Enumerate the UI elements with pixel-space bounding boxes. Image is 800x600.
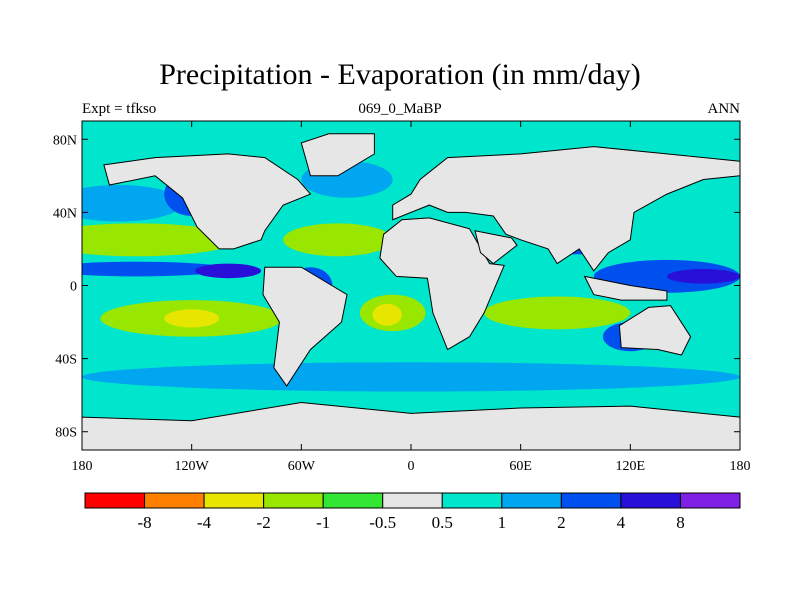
colorbar-label: -2 <box>257 513 271 532</box>
continent-greenland <box>300 133 375 177</box>
colorbar-swatch <box>382 492 443 509</box>
continent-antarctica <box>82 401 740 450</box>
pe-region-north-pacific-storm-track <box>82 184 183 222</box>
x-tick-label: 180 <box>730 459 751 474</box>
colorbar-label: 8 <box>676 513 685 532</box>
colorbar-label: -8 <box>137 513 151 532</box>
pe-region-southern-ocean-wet <box>82 362 740 392</box>
pe-region-south-pacific-very-dry <box>164 309 220 328</box>
x-tick-label: 120W <box>175 459 210 474</box>
colorbar-label: 4 <box>617 513 626 532</box>
x-tick-label: 120E <box>616 459 646 474</box>
x-tick-label: 180 <box>72 459 93 474</box>
colorbar-swatch <box>322 492 384 509</box>
map-title: Precipitation - Evaporation (in mm/day) <box>159 58 641 91</box>
x-tick-label: 0 <box>408 459 415 474</box>
x-tick-label: 60E <box>509 459 532 474</box>
colorbar-swatch <box>84 492 146 509</box>
colorbar-label: 1 <box>498 513 507 532</box>
colorbar-swatch <box>620 492 681 509</box>
y-tick-label: 0 <box>70 280 77 295</box>
x-tick-label: 60W <box>288 459 316 474</box>
colorbar-label: -1 <box>316 513 330 532</box>
period-label: 069_0_MaBP <box>358 101 442 117</box>
continent-north-america <box>103 153 312 250</box>
pe-region-itcz-pacific <box>82 261 229 277</box>
colorbar-swatch <box>560 492 622 509</box>
pe-region-western-pacific-very-wet <box>666 269 740 284</box>
pe-region-subtropical-north-pacific-dry <box>82 223 238 257</box>
pe-region-subtropical-north-atlantic-dry <box>283 223 393 257</box>
experiment-label: Expt = tfkso <box>82 101 157 117</box>
colorbar-label: -4 <box>197 513 212 532</box>
y-tick-label: 40N <box>53 206 77 221</box>
y-tick-label: 80N <box>53 133 77 148</box>
season-label: ANN <box>707 101 741 117</box>
colorbar-swatch <box>263 492 324 509</box>
pe-region-south-atlantic-very-dry <box>372 303 402 326</box>
colorbar-swatch <box>203 492 265 509</box>
colorbar-label: 2 <box>557 513 566 532</box>
continent-africa <box>379 217 505 351</box>
pe-region-itcz-east-pacific <box>195 263 262 279</box>
colorbar-label: -0.5 <box>369 513 396 532</box>
colorbar-swatch <box>144 492 205 509</box>
continent-arabia <box>474 230 518 265</box>
y-tick-label: 40S <box>55 353 77 368</box>
continent-south-america <box>262 266 348 387</box>
y-tick-label: 80S <box>55 426 77 441</box>
pe-region-indian-ocean-dry <box>484 296 631 330</box>
colorbar-swatch <box>679 492 741 509</box>
continent-indonesia <box>583 275 668 301</box>
continent-australia <box>618 305 692 356</box>
colorbar-label: 0.5 <box>432 513 453 532</box>
colorbar-swatch <box>441 492 503 509</box>
colorbar-swatch <box>501 492 562 509</box>
continent-eurasia <box>392 146 740 272</box>
